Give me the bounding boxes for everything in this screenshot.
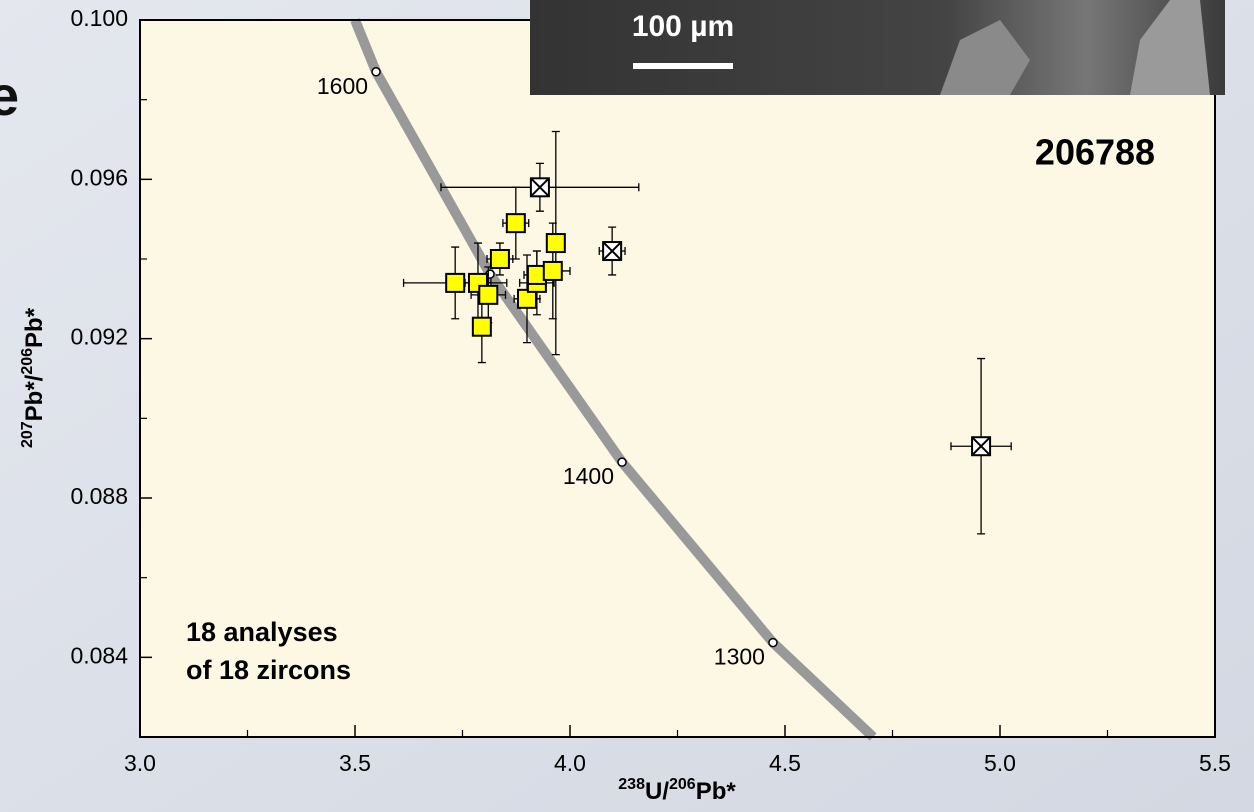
age-point [371, 67, 381, 77]
x-tick-label: 5.5 [1199, 750, 1231, 776]
concordia-curve [350, 18, 877, 741]
inset-grain [940, 20, 1030, 95]
background-text: e [0, 64, 19, 127]
plot-layer: 1600 1400 1300 [317, 18, 1012, 741]
x-tick-label: 5.0 [984, 750, 1016, 776]
data-point-cross [971, 436, 991, 456]
x-tick-label: 3.5 [339, 750, 371, 776]
y-axis-label: 207Pb*/206Pb* [19, 307, 49, 448]
label-text: U/ [645, 778, 669, 805]
label-text: Pb*/ [21, 374, 48, 421]
inset-photo: 100 µm [530, 0, 1225, 95]
age-label: 1300 [714, 644, 765, 670]
data-point-cross [530, 177, 550, 198]
data-point [542, 260, 563, 281]
y-tick-label: 0.088 [70, 483, 128, 509]
label-text: Pb* [696, 778, 737, 805]
x-tick-label: 3.0 [124, 750, 156, 776]
label-superscript: 238 [618, 776, 645, 793]
y-tick-label: 0.092 [70, 324, 128, 350]
scale-bar [633, 63, 733, 69]
annotation: of 18 zircons [186, 655, 351, 685]
label-text: Pb* [21, 307, 48, 348]
y-tick-label: 0.084 [70, 642, 128, 668]
data-point [505, 213, 526, 234]
label-superscript: 207 [19, 421, 36, 448]
data-point [489, 249, 510, 269]
plot-area [140, 20, 1215, 737]
sample-label: 206788 [1035, 132, 1155, 173]
data-point [445, 272, 466, 293]
label-superscript: 206 [669, 776, 696, 793]
scale-bar-label: 100 µm [632, 10, 734, 43]
age-point [617, 457, 627, 467]
age-label: 1400 [563, 463, 614, 489]
inset-image [530, 0, 1225, 95]
data-point [471, 316, 492, 337]
data-point-cross [602, 241, 622, 261]
inset-grain [1130, 0, 1210, 95]
annotation: 18 analyses [186, 617, 338, 647]
y-tick-label: 0.096 [70, 164, 128, 190]
age-point [768, 637, 778, 648]
label-superscript: 206 [19, 348, 36, 375]
data-point [545, 233, 566, 254]
data-point [478, 284, 499, 305]
y-tick-label: 0.100 [70, 5, 128, 31]
age-label: 1600 [317, 73, 368, 99]
x-tick-label: 4.0 [554, 750, 586, 776]
x-tick-label: 4.5 [769, 750, 801, 776]
x-axis-label: 238U/206Pb* [618, 776, 736, 806]
